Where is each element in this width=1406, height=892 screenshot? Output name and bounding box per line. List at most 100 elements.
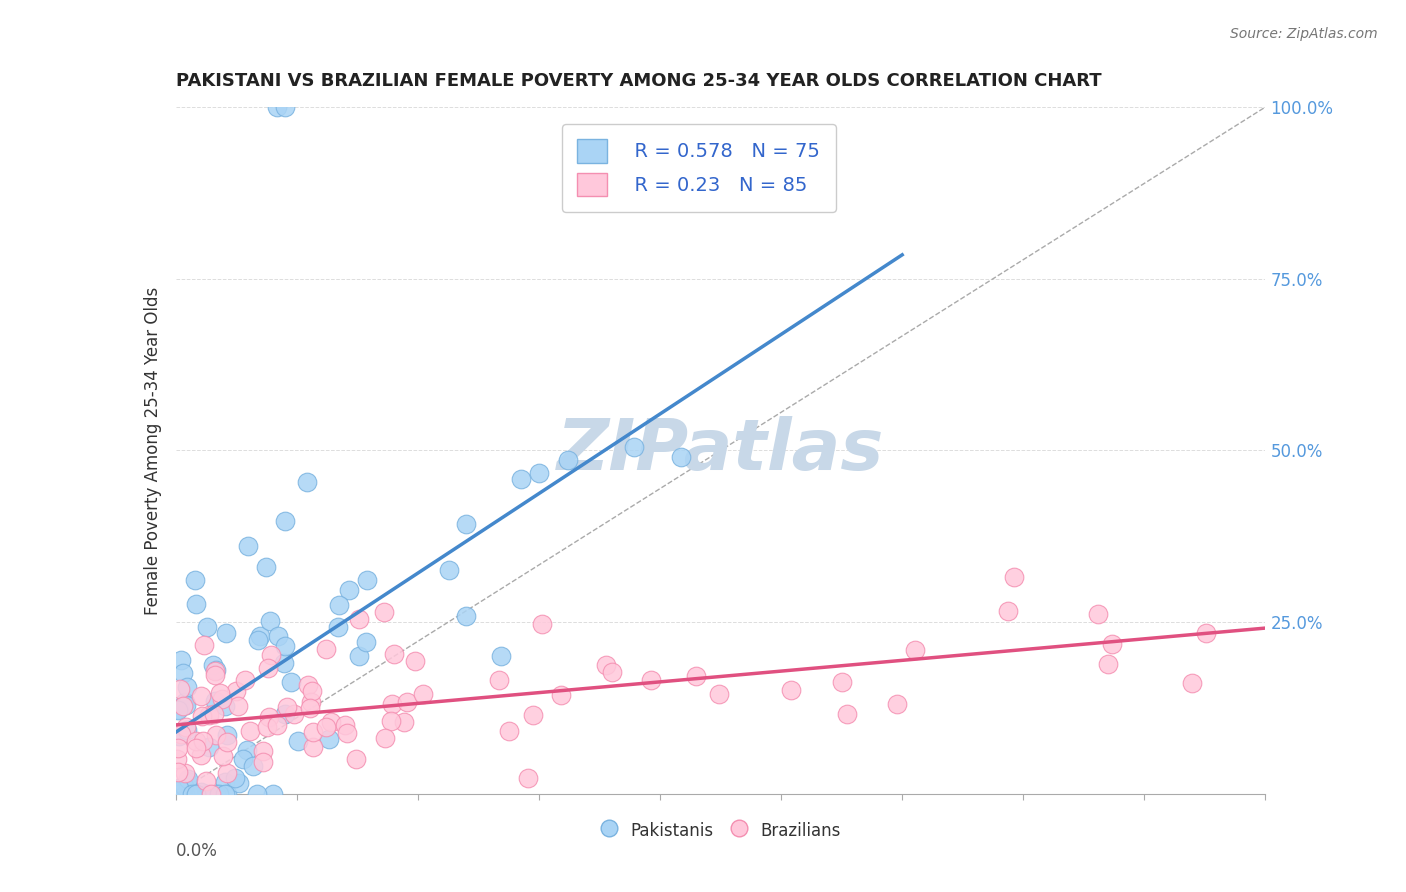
Pakistanis bbox=[173, 780, 195, 794]
Pakistanis bbox=[183, 574, 205, 588]
Pakistanis bbox=[184, 787, 207, 801]
Pakistanis bbox=[204, 663, 226, 677]
Brazilians bbox=[169, 682, 191, 697]
Brazilians bbox=[640, 673, 662, 687]
Brazilians bbox=[260, 648, 283, 662]
Pakistanis bbox=[183, 787, 205, 801]
Brazilians bbox=[707, 687, 730, 701]
Pakistanis bbox=[215, 626, 238, 640]
Brazilians bbox=[297, 678, 319, 692]
Pakistanis bbox=[280, 674, 302, 689]
Brazilians bbox=[195, 774, 218, 789]
Brazilians bbox=[319, 714, 342, 729]
Brazilians bbox=[381, 697, 404, 711]
Pakistanis bbox=[266, 100, 288, 114]
Brazilians bbox=[174, 719, 197, 733]
Brazilians bbox=[997, 604, 1019, 618]
Brazilians bbox=[1181, 676, 1204, 690]
Pakistanis bbox=[295, 475, 318, 489]
Pakistanis bbox=[274, 706, 297, 721]
Brazilians bbox=[336, 726, 359, 740]
Pakistanis bbox=[190, 785, 212, 799]
Pakistanis bbox=[274, 639, 297, 653]
Brazilians bbox=[276, 700, 298, 714]
Pakistanis bbox=[177, 787, 200, 801]
Brazilians bbox=[173, 766, 195, 780]
Brazilians bbox=[191, 734, 214, 748]
Pakistanis bbox=[198, 740, 221, 755]
Pakistanis bbox=[259, 614, 281, 628]
Pakistanis bbox=[166, 787, 188, 801]
Pakistanis bbox=[273, 656, 295, 670]
Brazilians bbox=[252, 755, 274, 769]
Pakistanis bbox=[208, 787, 231, 801]
Brazilians bbox=[190, 747, 212, 762]
Brazilians bbox=[392, 715, 415, 730]
Text: 0.0%: 0.0% bbox=[176, 842, 218, 860]
Pakistanis bbox=[328, 598, 350, 612]
Brazilians bbox=[302, 740, 325, 755]
Y-axis label: Female Poverty Among 25-34 Year Olds: Female Poverty Among 25-34 Year Olds bbox=[143, 286, 162, 615]
Pakistanis bbox=[201, 657, 224, 672]
Pakistanis bbox=[247, 632, 270, 647]
Pakistanis bbox=[172, 666, 194, 681]
Brazilians bbox=[382, 647, 405, 661]
Pakistanis bbox=[337, 583, 360, 598]
Brazilians bbox=[301, 695, 323, 709]
Pakistanis bbox=[174, 698, 197, 712]
Brazilians bbox=[396, 695, 419, 709]
Pakistanis bbox=[177, 772, 200, 786]
Pakistanis bbox=[214, 775, 236, 789]
Pakistanis bbox=[215, 787, 238, 801]
Text: Source: ZipAtlas.com: Source: ZipAtlas.com bbox=[1230, 27, 1378, 41]
Brazilians bbox=[252, 744, 274, 758]
Brazilians bbox=[550, 689, 572, 703]
Pakistanis bbox=[326, 620, 349, 634]
Pakistanis bbox=[349, 648, 371, 663]
Pakistanis bbox=[224, 771, 246, 785]
Pakistanis bbox=[557, 453, 579, 467]
Pakistanis bbox=[214, 698, 236, 713]
Brazilians bbox=[200, 787, 222, 801]
Brazilians bbox=[208, 686, 231, 700]
Pakistanis bbox=[167, 729, 190, 743]
Brazilians bbox=[225, 684, 247, 698]
Pakistanis bbox=[527, 466, 550, 480]
Pakistanis bbox=[204, 694, 226, 708]
Brazilians bbox=[344, 752, 367, 766]
Brazilians bbox=[374, 731, 396, 745]
Pakistanis bbox=[195, 787, 218, 801]
Pakistanis bbox=[267, 629, 290, 643]
Brazilians bbox=[517, 772, 540, 786]
Pakistanis bbox=[491, 649, 513, 664]
Pakistanis bbox=[184, 787, 207, 801]
Brazilians bbox=[522, 707, 544, 722]
Pakistanis bbox=[287, 734, 309, 748]
Brazilians bbox=[498, 724, 520, 739]
Pakistanis bbox=[274, 514, 297, 528]
Brazilians bbox=[1002, 570, 1025, 584]
Pakistanis bbox=[318, 731, 340, 746]
Brazilians bbox=[412, 687, 434, 701]
Pakistanis bbox=[174, 694, 197, 708]
Brazilians bbox=[835, 707, 858, 722]
Brazilians bbox=[1194, 625, 1216, 640]
Pakistanis bbox=[509, 472, 531, 486]
Pakistanis bbox=[184, 597, 207, 611]
Brazilians bbox=[166, 752, 188, 766]
Pakistanis bbox=[176, 681, 198, 695]
Brazilians bbox=[780, 683, 803, 698]
Brazilians bbox=[256, 661, 278, 675]
Brazilians bbox=[685, 669, 707, 683]
Legend: Pakistanis, Brazilians: Pakistanis, Brazilians bbox=[593, 814, 848, 847]
Pakistanis bbox=[623, 441, 645, 455]
Brazilians bbox=[215, 765, 238, 780]
Brazilians bbox=[530, 616, 553, 631]
Brazilians bbox=[404, 654, 426, 668]
Pakistanis bbox=[232, 752, 254, 766]
Pakistanis bbox=[242, 758, 264, 772]
Pakistanis bbox=[176, 774, 198, 789]
Brazilians bbox=[226, 699, 249, 714]
Brazilians bbox=[488, 673, 510, 687]
Pakistanis bbox=[195, 620, 218, 634]
